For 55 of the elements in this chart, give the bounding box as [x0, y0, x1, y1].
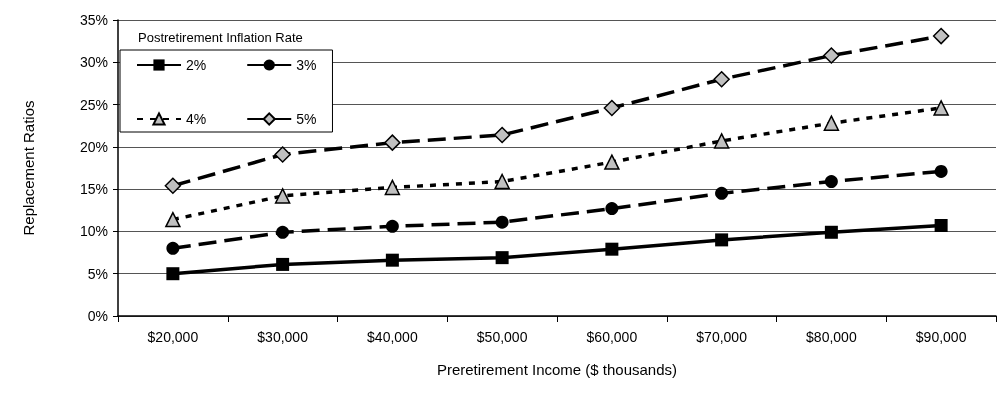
y-tick-label: 5% — [87, 265, 108, 282]
legend-label: 4% — [186, 111, 207, 127]
y-tick-label: 15% — [79, 181, 108, 198]
point — [493, 126, 511, 144]
point — [166, 241, 180, 255]
point — [495, 215, 509, 229]
x-tick-label: $20,000 — [147, 329, 199, 345]
point — [164, 177, 182, 195]
point — [276, 257, 290, 271]
x-tick-label: $30,000 — [257, 329, 309, 345]
point — [713, 70, 730, 88]
x-axis-title: Preretirement Income ($ thousands) — [436, 361, 678, 378]
y-axis-title: Replacement Ratios — [20, 100, 37, 236]
point — [494, 173, 510, 190]
y-tick-label: 35% — [79, 12, 108, 28]
x-tick-label: $50,000 — [476, 329, 528, 345]
legend-label: 5% — [296, 111, 317, 127]
x-tick-label: $90,000 — [915, 329, 967, 345]
point — [823, 115, 840, 131]
point — [605, 202, 619, 216]
y-tick-label: 25% — [79, 96, 108, 113]
point — [713, 133, 730, 149]
y-tick-label: 10% — [79, 223, 108, 240]
point — [823, 47, 840, 64]
point — [276, 225, 290, 239]
point — [385, 253, 399, 267]
point — [274, 146, 291, 163]
x-tick-label: $60,000 — [586, 329, 638, 345]
y-tick-label: 0% — [87, 308, 108, 324]
point — [384, 134, 401, 151]
point — [384, 179, 401, 196]
point — [274, 188, 291, 204]
point — [934, 164, 948, 178]
point — [605, 242, 619, 256]
x-tick-label: $70,000 — [696, 329, 748, 345]
x-tick-label: $80,000 — [806, 329, 857, 345]
point — [934, 219, 948, 233]
point — [166, 267, 180, 281]
point — [603, 99, 621, 117]
point — [165, 211, 181, 228]
x-tick-label: $40,000 — [367, 329, 418, 345]
point — [715, 186, 729, 200]
point — [932, 27, 950, 45]
point — [715, 233, 729, 247]
point — [604, 154, 620, 170]
point — [385, 219, 399, 233]
legend-label: 3% — [296, 57, 317, 73]
y-tick-label: 20% — [79, 138, 108, 155]
y-tick-label: 30% — [79, 54, 108, 71]
point — [495, 251, 509, 265]
point — [933, 100, 949, 116]
legend-label: 2% — [186, 57, 207, 73]
point — [824, 225, 838, 239]
legend-title: Postretirement Inflation Rate — [138, 30, 303, 45]
point — [824, 175, 838, 189]
